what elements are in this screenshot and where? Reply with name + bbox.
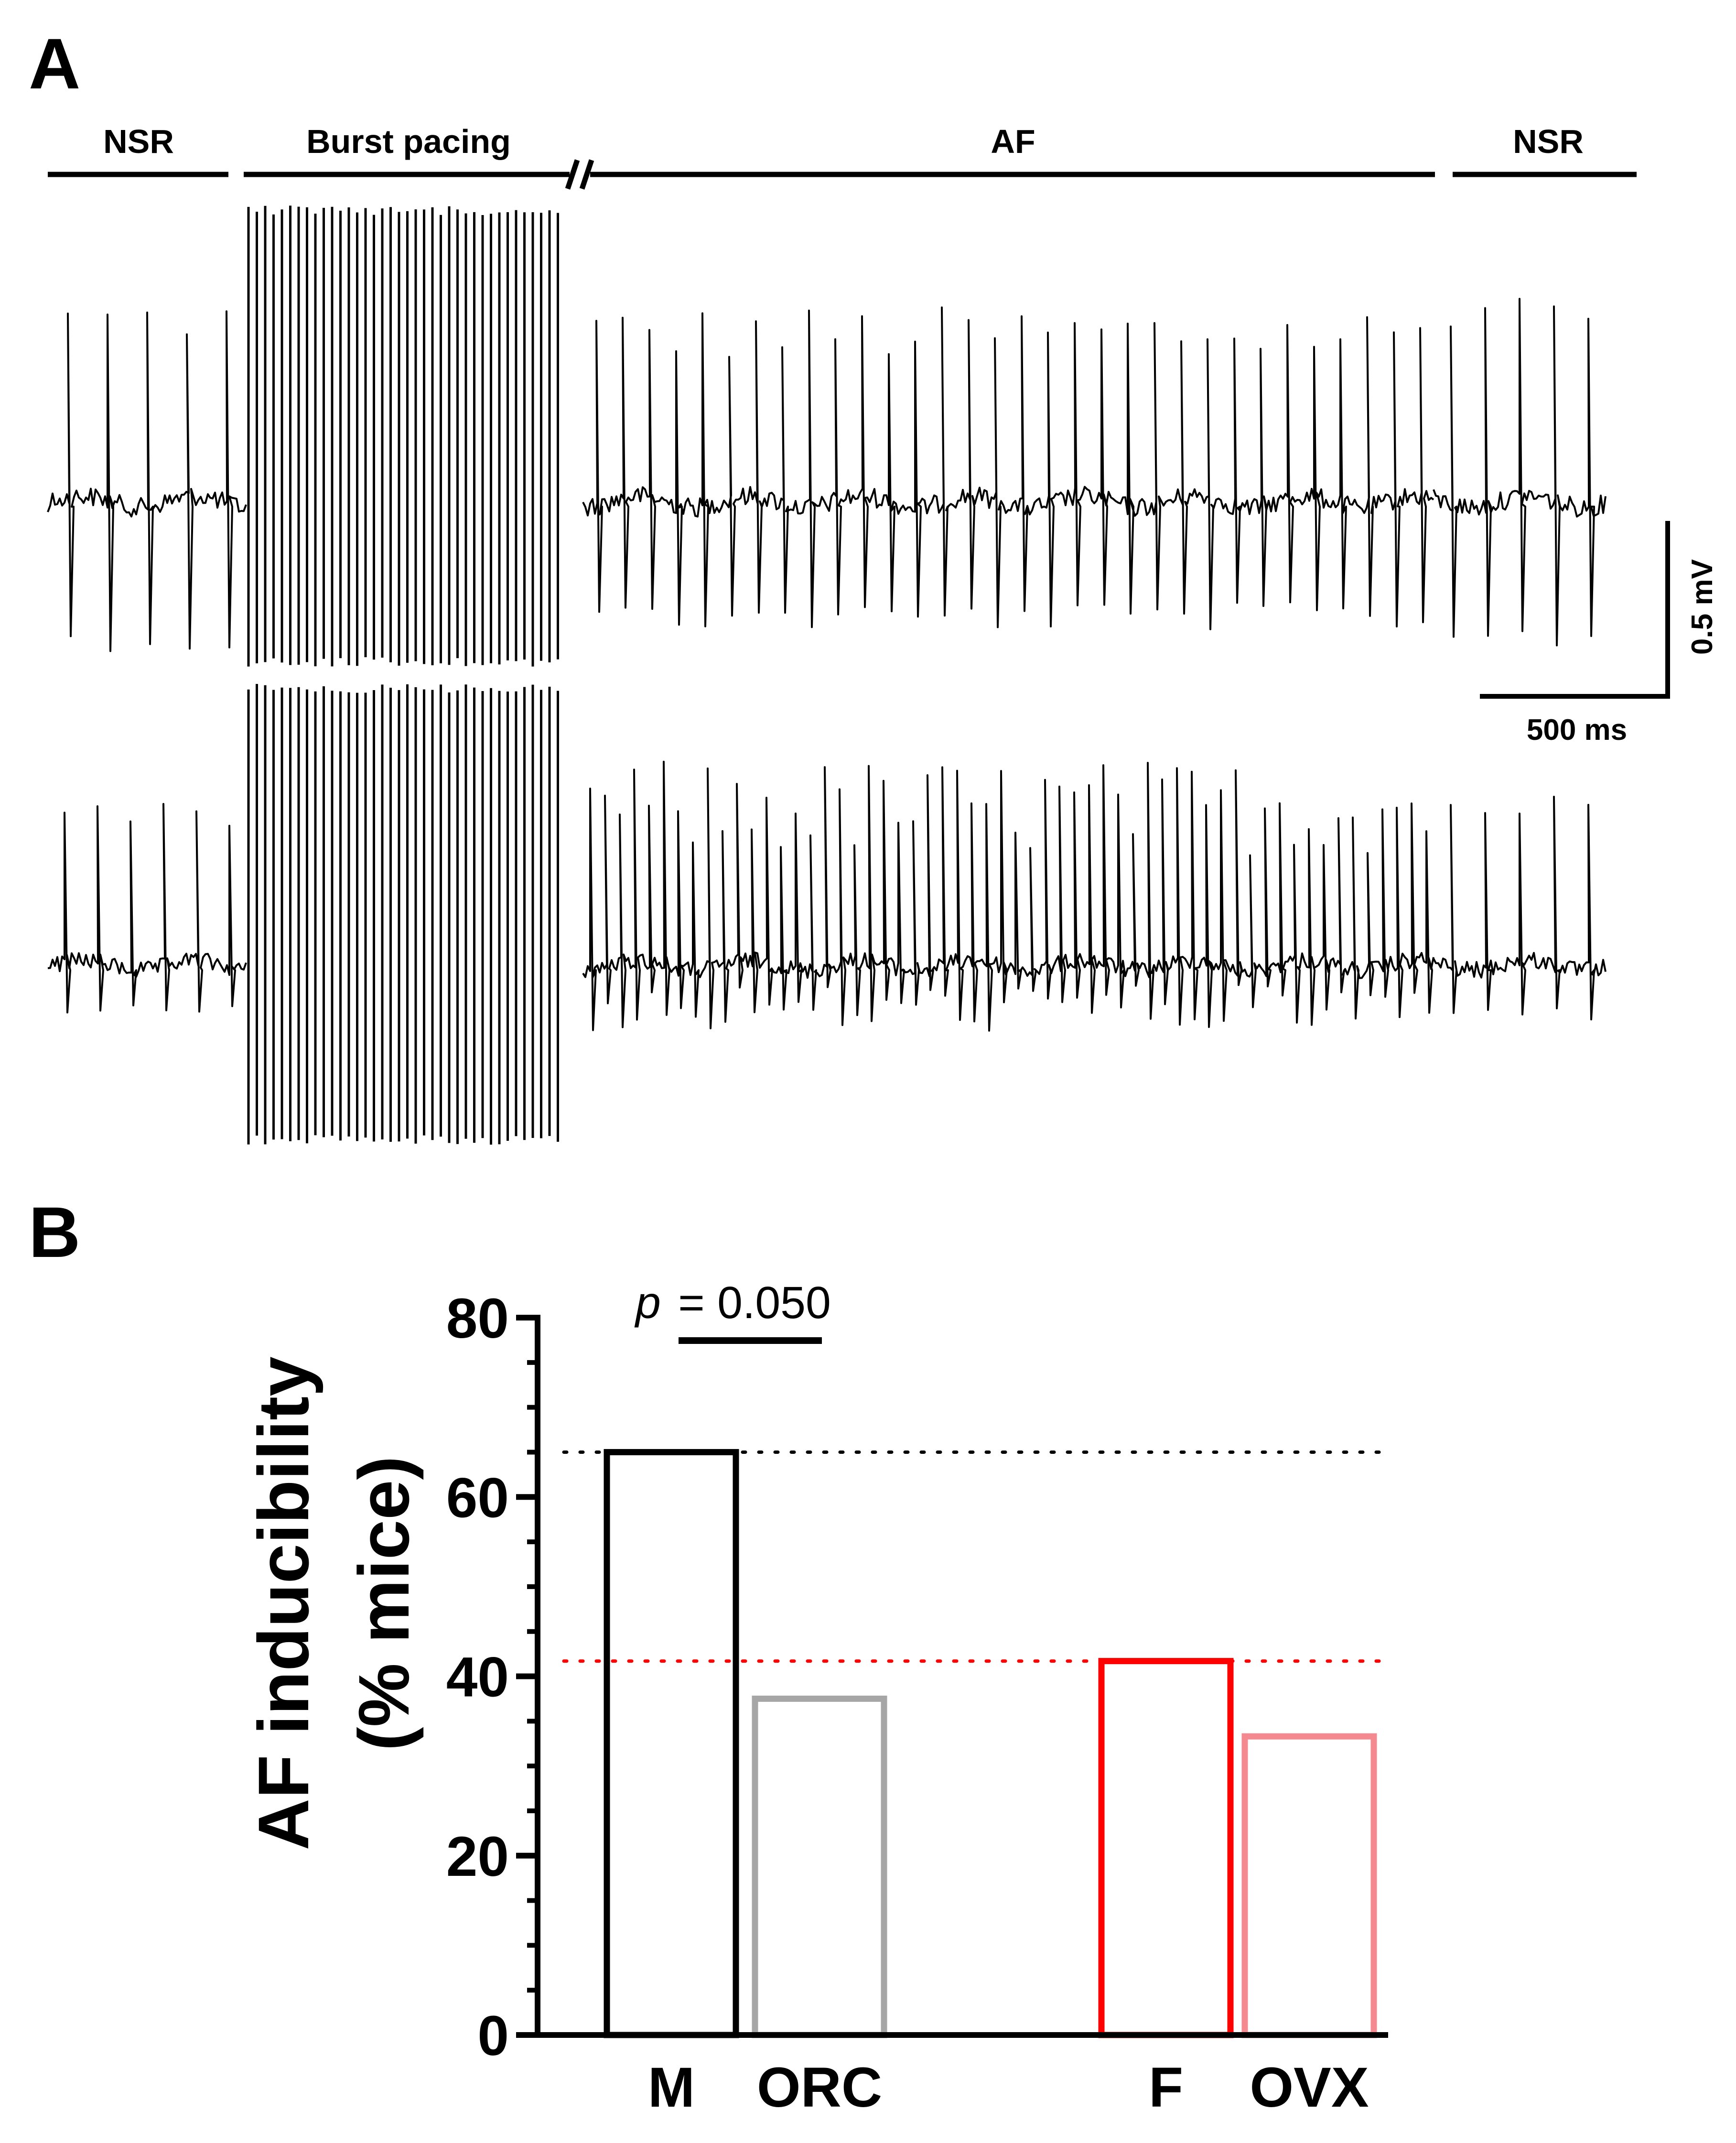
x-tick-label-f: F xyxy=(1149,2056,1183,2119)
x-tick-label-m: M xyxy=(648,2056,695,2119)
panel-b-label: B xyxy=(29,1192,80,1272)
segment-label-nsr-2: NSR xyxy=(1513,123,1584,160)
y-tick-label: 0 xyxy=(477,2004,509,2067)
segment-label-burst-pacing: Burst pacing xyxy=(306,123,511,160)
y-axis-title-2: (% mice) xyxy=(344,1456,424,1751)
y-tick-label: 80 xyxy=(446,1287,509,1350)
axis-break-mark-2 xyxy=(579,159,594,190)
y-axis-title-line-2: (% mice) xyxy=(344,1456,424,1751)
x-tick-label-orc: ORC xyxy=(757,2056,882,2119)
y-ticks: 0 20 40 60 80 xyxy=(446,1287,538,2067)
segment-label-nsr-1: NSR xyxy=(103,123,174,160)
axis-break-mark xyxy=(565,159,580,190)
y-axis-title-line-1: AF inducibility xyxy=(243,1356,323,1850)
ecg-trace-bottom xyxy=(47,760,1607,1032)
y-axis-title: AF inducibility xyxy=(243,1356,323,1850)
panel-a-label: A xyxy=(29,23,80,104)
bar-ovx xyxy=(1241,1733,1377,2038)
bar-orc xyxy=(752,1695,887,2038)
x-tick-label-ovx: OVX xyxy=(1250,2056,1369,2119)
segment-label-af: AF xyxy=(991,123,1035,160)
panel-a: A NSR Burst pacing AF NSR 0.5 mV 500 ms xyxy=(29,23,1719,1145)
scale-bar-voltage-label: 0.5 mV xyxy=(1686,559,1719,655)
y-tick-label: 20 xyxy=(446,1825,509,1888)
panel-b: B AF inducibility (% mice) 0 20 40 60 80 M O… xyxy=(29,1192,1390,2119)
scale-bar-time-label: 500 ms xyxy=(1527,714,1627,747)
y-tick-label: 40 xyxy=(446,1646,509,1709)
burst-pacing-spikes xyxy=(247,206,559,1145)
p-value-annotation: p = 0.050 xyxy=(634,1277,831,1328)
ecg-trace-top xyxy=(47,298,1607,652)
p-value-text: = 0.050 xyxy=(678,1277,831,1328)
y-tick-label: 60 xyxy=(446,1466,509,1529)
p-value-symbol: p xyxy=(634,1277,661,1328)
bar-m xyxy=(604,1449,739,2038)
bar-f xyxy=(1098,1658,1234,2038)
